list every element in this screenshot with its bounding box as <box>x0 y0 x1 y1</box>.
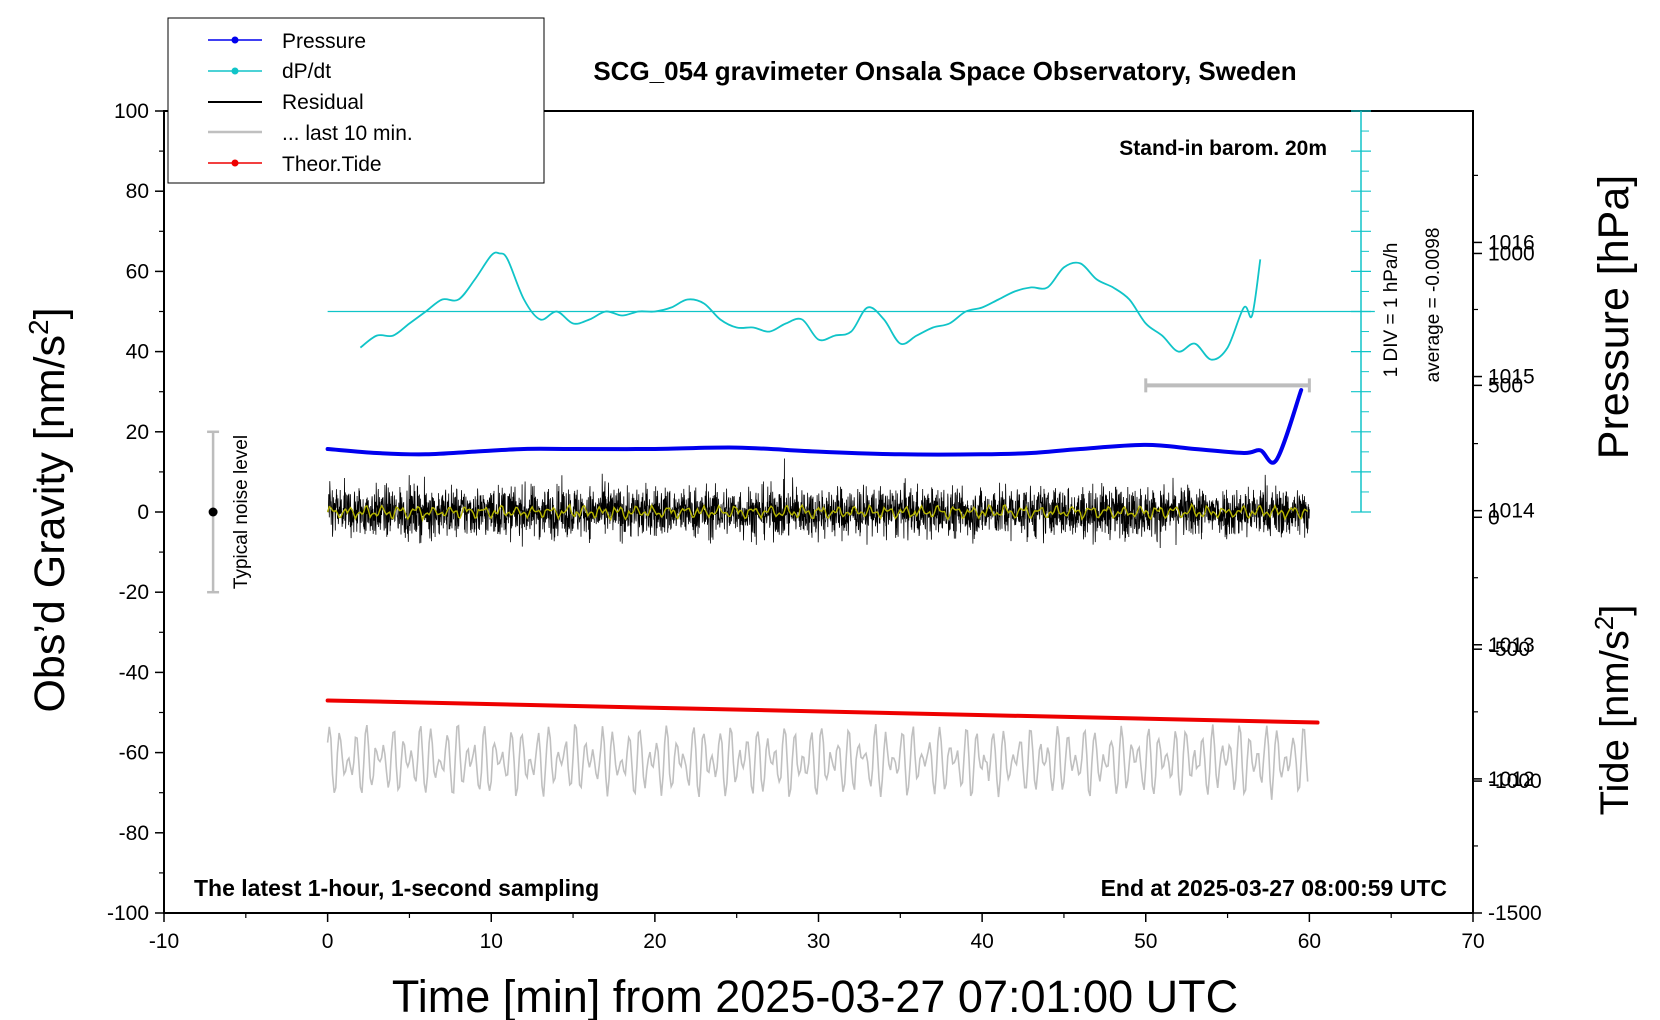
y-tick-label: -20 <box>119 581 149 604</box>
y-tick-label: -80 <box>119 822 149 845</box>
y-tick-label: 20 <box>126 421 149 444</box>
tide-tick-label: 0 <box>1488 506 1500 529</box>
legend-label-pressure: Pressure <box>282 30 366 53</box>
x-tick-label: 70 <box>1461 930 1484 953</box>
pressure-tick-label: 1014 <box>1488 500 1535 523</box>
legend-label-last10: ... last 10 min. <box>282 122 413 145</box>
series-last10-line <box>326 724 1309 800</box>
y-axis-title-main: Obs’d Gravity [nm/s2] <box>23 307 74 712</box>
x-tick-label: 10 <box>480 930 503 953</box>
noise-label: Typical noise level <box>231 435 252 589</box>
y-axis-title-main-text: Obs’d Gravity [nm/s <box>26 335 74 713</box>
y-tick-label: 80 <box>126 180 149 203</box>
x-tick-label: -10 <box>149 930 179 953</box>
y-tick-label: -60 <box>119 742 149 765</box>
tide-tick-label: -500 <box>1488 638 1530 661</box>
series-dpdt-line <box>359 251 1262 361</box>
y-axis-title-pressure: Pressure [hPa] <box>1590 175 1638 459</box>
series-residual-line <box>327 458 1310 549</box>
pressure-tick-label: 1013 <box>1488 634 1535 657</box>
pressure-tick-label: 1015 <box>1488 366 1535 389</box>
y-tick-label: 40 <box>126 341 149 364</box>
y-axis-title-main-exp: 2 <box>23 319 54 335</box>
series-layer <box>207 110 1375 800</box>
x-tick-label: 0 <box>322 930 334 953</box>
bottom-right-note: End at 2025-03-27 08:00:59 UTC <box>1101 875 1447 901</box>
y-tick-label: -100 <box>107 902 149 925</box>
average-label: average = -0.0098 <box>1423 228 1444 383</box>
tide-tick-label: 500 <box>1488 374 1523 397</box>
chart-title: SCG_054 gravimeter Onsala Space Observat… <box>593 56 1296 86</box>
barometer-label: Stand-in barom. 20m <box>1119 137 1327 160</box>
div-label: 1 DIV = 1 hPa/h <box>1381 243 1402 378</box>
legend-dot-tide <box>231 159 239 167</box>
x-tick-label: 30 <box>807 930 830 953</box>
y-tick-label: 60 <box>126 260 149 283</box>
legend-label-tide: Theor.Tide <box>282 153 382 176</box>
x-tick-label: 40 <box>970 930 993 953</box>
noise-bar-center-dot <box>208 507 218 517</box>
legend-box <box>167 17 545 184</box>
legend-dot-dpdt <box>231 67 239 75</box>
y-axis-title-tide-text: Tide [nm/s <box>1593 630 1637 815</box>
tide-tick-label: -1000 <box>1488 770 1542 793</box>
legend-label-residual: Residual <box>282 91 364 114</box>
y-axis-title-tide-tail: ] <box>1593 605 1637 616</box>
y-axis-title-tide-exp: 2 <box>1589 616 1619 630</box>
series-tide-line <box>325 698 1320 725</box>
y-tick-label: 0 <box>137 501 149 524</box>
x-tick-label: 50 <box>1134 930 1157 953</box>
x-axis-title: Time [min] from 2025-03-27 07:01:00 UTC <box>392 971 1238 1020</box>
legend-dot-pressure <box>231 36 239 44</box>
pressure-tick-label: 1016 <box>1488 231 1535 254</box>
tide-tick-label: 1000 <box>1488 242 1535 265</box>
x-tick-label: 20 <box>643 930 666 953</box>
legend: Pressure dP/dt Residual ... last 10 min.… <box>167 17 545 184</box>
x-tick-label: 60 <box>1298 930 1321 953</box>
y-tick-label: 100 <box>114 100 149 123</box>
legend-label-dpdt: dP/dt <box>282 60 331 83</box>
series-pressure-line <box>325 388 1304 465</box>
tide-tick-label: -1500 <box>1488 902 1542 925</box>
series-residual-smoothed-line <box>326 502 1309 523</box>
y-axis-title-tide: Tide [nm/s2] <box>1589 605 1637 816</box>
y-tick-label: -40 <box>119 661 149 684</box>
axis-ticks: -10 0 10 20 30 40 50 60 70-100-80-60-40-20020406… <box>107 100 1542 953</box>
pressure-tick-label: 1012 <box>1488 768 1535 791</box>
bottom-left-note: The latest 1-hour, 1-second sampling <box>194 875 599 901</box>
y-axis-title-main-tail: ] <box>26 307 74 319</box>
